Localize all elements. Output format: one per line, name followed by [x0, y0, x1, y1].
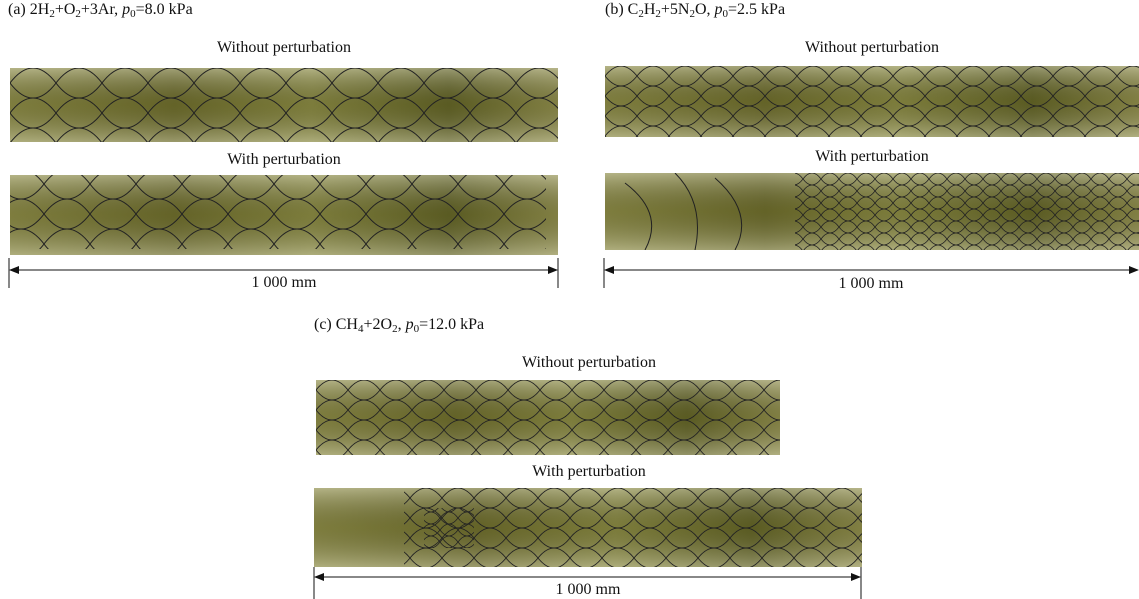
text-run: (a) 2H: [8, 1, 49, 18]
text-run: =8.0 kPa: [136, 1, 193, 18]
figure: (a) 2H2+O2+3Ar, p0=8.0 kPa Without pertu…: [0, 0, 1139, 599]
text-run: H: [644, 1, 656, 18]
text-run: O,: [695, 1, 715, 18]
scale-label: 1 000 mm: [8, 274, 560, 292]
text-run: ,: [398, 316, 406, 333]
foil-image: [314, 488, 862, 567]
caption: With perturbation: [316, 463, 862, 481]
text-run: +2O: [363, 316, 392, 333]
text-run: p: [715, 1, 723, 18]
caption: With perturbation: [10, 151, 558, 169]
text-run: +5N: [661, 1, 690, 18]
text-run: (b) C: [605, 1, 638, 18]
scale-label: 1 000 mm: [313, 581, 863, 599]
caption: Without perturbation: [316, 354, 862, 372]
foil-image: [10, 68, 558, 142]
caption: Without perturbation: [605, 39, 1139, 57]
text-run: p: [122, 1, 130, 18]
text-run: (c) CH: [314, 316, 358, 333]
text-run: +O: [55, 1, 76, 18]
text-run: =12.0 kPa: [419, 316, 484, 333]
foil-image: [10, 175, 558, 255]
scale-label: 1 000 mm: [603, 275, 1139, 293]
panel-label: (a) 2H2+O2+3Ar, p0=8.0 kPa: [8, 1, 193, 19]
caption: Without perturbation: [10, 39, 558, 57]
foil-image: [605, 66, 1139, 137]
text-run: +3Ar,: [81, 1, 122, 18]
text-run: p: [406, 316, 414, 333]
text-run: =2.5 kPa: [728, 1, 785, 18]
foil-image: [316, 380, 780, 455]
caption: With perturbation: [605, 148, 1139, 166]
foil-image: [605, 173, 1139, 250]
panel-label: (c) CH4+2O2, p0=12.0 kPa: [314, 316, 484, 334]
panel-label: (b) C2H2+5N2O, p0=2.5 kPa: [605, 1, 785, 19]
